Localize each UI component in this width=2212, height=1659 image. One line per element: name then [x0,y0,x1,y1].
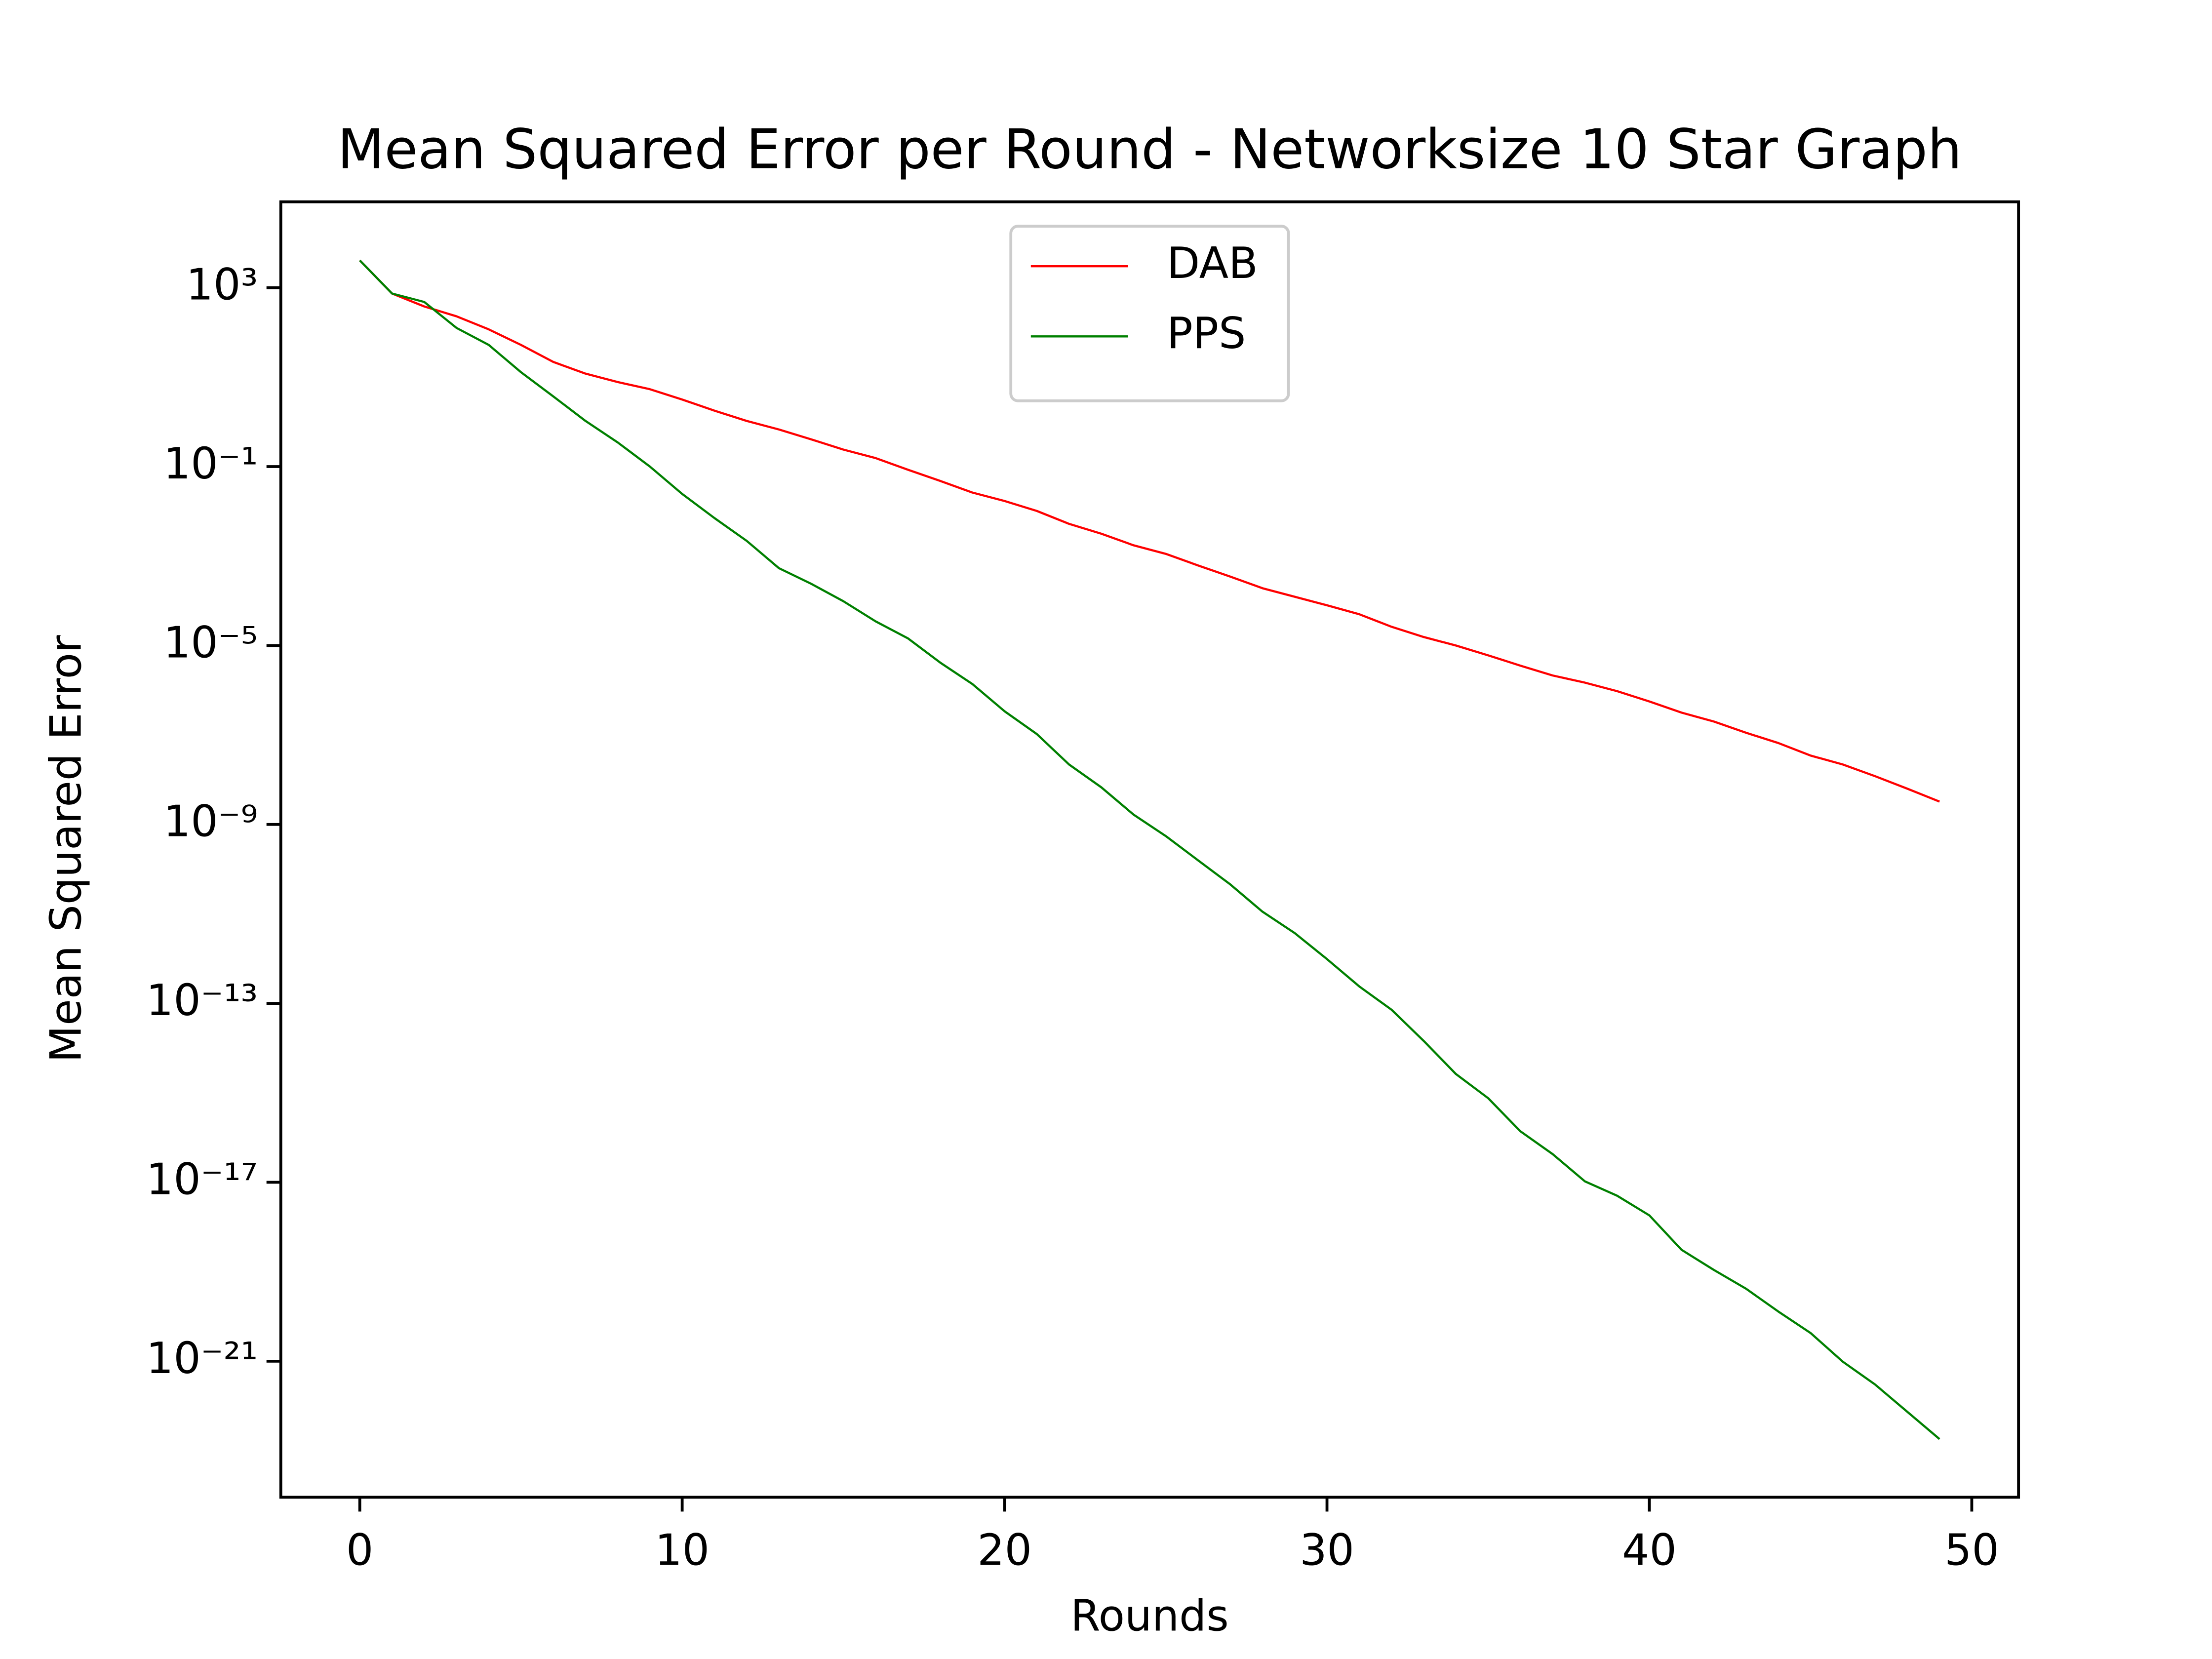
x-tick-label: 30 [1300,1525,1354,1575]
plot-frame [279,200,2020,1499]
x-tick-label: 20 [977,1525,1032,1575]
y-tick-label: 10⁻¹ [163,438,258,489]
y-tick-label: 10⁻¹⁷ [146,1154,258,1204]
x-tick-label: 40 [1622,1525,1677,1575]
x-axis-label: Rounds [1070,1591,1229,1641]
y-tick-label: 10³ [186,260,258,310]
y-tick-label: 10⁻¹³ [146,975,258,1026]
x-tick-label: 0 [346,1525,373,1575]
y-tick-label: 10⁻²¹ [146,1333,258,1383]
y-axis-label: Mean Squared Error [41,635,91,1063]
y-tick-label: 10⁻⁵ [163,617,258,668]
x-tick-label: 50 [1944,1525,1999,1575]
legend-label: PPS [1167,308,1246,358]
x-tick-label: 10 [655,1525,710,1575]
data-line [359,259,1940,1440]
data-line [359,259,1940,803]
legend-box [1009,225,1290,402]
chart-title: Mean Squared Error per Round - Networksi… [337,118,1962,181]
legend-label: DAB [1167,238,1258,288]
y-tick-label: 10⁻⁹ [163,796,258,847]
